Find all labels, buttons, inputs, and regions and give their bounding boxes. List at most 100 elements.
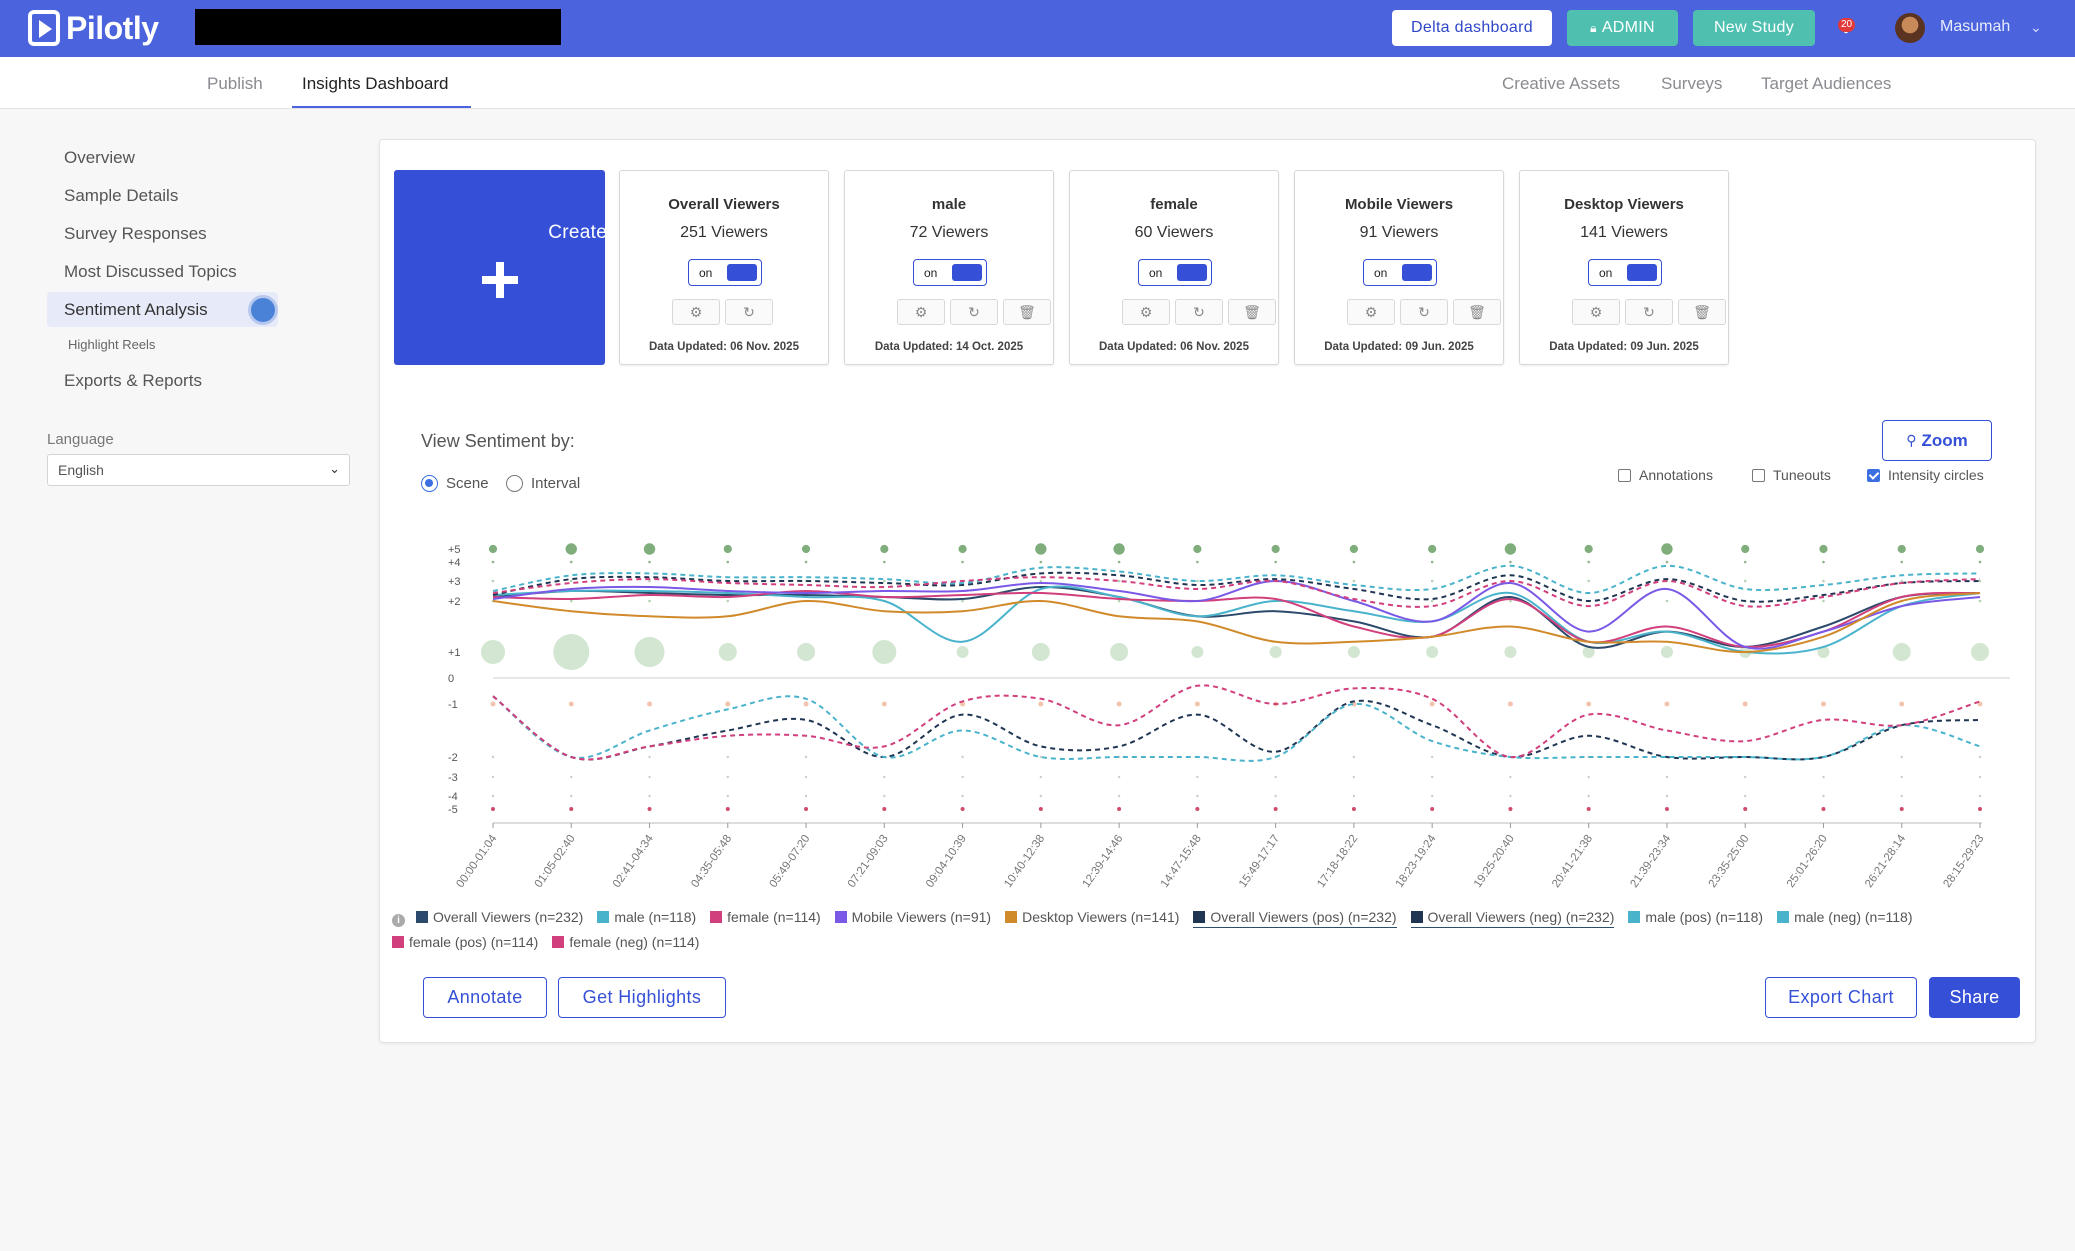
trace-gear-button[interactable]: ⚙ — [1572, 299, 1620, 325]
legend-item[interactable]: Desktop Viewers (n=141) — [1005, 905, 1179, 930]
radio-scene[interactable]: Scene — [421, 475, 489, 492]
grid-dot — [883, 579, 886, 583]
trace-gear-button[interactable]: ⚙ — [1122, 299, 1170, 325]
grid-dot — [1352, 794, 1356, 798]
grid-dot — [1274, 794, 1277, 798]
legend-label: Overall Viewers (pos) (n=232) — [1210, 909, 1397, 925]
trace-refresh-button[interactable]: ↻ — [1625, 299, 1673, 325]
radio-interval-indicator[interactable] — [506, 475, 523, 492]
chevron-down-icon[interactable]: ⌄ — [2030, 19, 2042, 35]
trace-toggle[interactable]: on — [1138, 259, 1212, 286]
create-trace-button[interactable]: Create Trace — [394, 170, 661, 365]
tab-insights-dashboard[interactable]: Insights Dashboard — [302, 74, 449, 93]
trace-trash-button[interactable]: 🗑︎ — [1678, 299, 1726, 325]
legend-swatch — [1777, 911, 1790, 923]
legend-item[interactable]: Overall Viewers (neg) (n=232) — [1410, 907, 1615, 928]
trace-refresh-button[interactable]: ↻ — [725, 299, 773, 325]
sidebar-item-highlight-reels[interactable]: Highlight Reels — [68, 337, 156, 352]
zoom-button[interactable]: ⚲ Zoom — [1882, 420, 1992, 461]
info-icon[interactable]: i — [392, 914, 405, 927]
trace-trash-button[interactable]: 🗑︎ — [1003, 299, 1051, 325]
sentiment-chart[interactable]: +5+4 +3 +2 +1 0 -1 -2 -3 -4-5 00:00-01:04 01:05-02… — [420, 530, 2020, 900]
trace-refresh-button[interactable]: ↻ — [1175, 299, 1223, 325]
trace-toggle[interactable]: on — [688, 259, 762, 286]
trace-toggle[interactable]: on — [913, 259, 987, 286]
trace-toggle-label: on — [924, 266, 938, 280]
neg-intensity-dot — [1507, 701, 1513, 707]
intensity-circles-label: Intensity circles — [1888, 467, 1984, 483]
get-highlights-button[interactable]: Get Highlights — [558, 977, 726, 1018]
lock-icon: 🔒︎ — [1590, 20, 1597, 35]
grid-dot — [648, 794, 651, 798]
trace-updated-date: Data Updated: 14 Oct. 2025 — [874, 341, 1024, 353]
trace-refresh-button[interactable]: ↻ — [1400, 299, 1448, 325]
legend-item[interactable]: female (n=114) — [710, 905, 821, 930]
sidebar-item-survey-responses[interactable]: Survey Responses — [64, 224, 207, 243]
annotations-checkbox-box[interactable] — [1618, 468, 1631, 482]
username[interactable]: Masumah — [1940, 18, 2011, 35]
sidebar-item-sentiment-analysis[interactable]: Sentiment Analysis — [64, 300, 208, 319]
refresh-icon: ↻ — [1643, 303, 1655, 320]
grid-dot — [1039, 560, 1043, 564]
legend-item[interactable]: female (pos) (n=114) — [392, 930, 538, 955]
trace-gear-button[interactable]: ⚙ — [897, 299, 945, 325]
legend-item[interactable]: Overall Viewers (n=232) — [416, 905, 583, 930]
sidebar-item-overview[interactable]: Overview — [64, 148, 135, 167]
radio-interval[interactable]: Interval — [506, 475, 580, 492]
link-target-audiences[interactable]: Target Audiences — [1761, 74, 1892, 93]
tab-publish[interactable]: Publish — [207, 74, 263, 93]
legend-item[interactable]: Mobile Viewers (n=91) — [834, 905, 991, 930]
trace-card: Overall Viewers 251 Viewers on ⚙ ↻ Data Updat… — [619, 170, 829, 365]
intensity-circles-checkbox[interactable]: Intensity circles — [1867, 467, 1984, 483]
trace-refresh-button[interactable]: ↻ — [950, 299, 998, 325]
series-line — [492, 585, 1981, 655]
trace-gear-button[interactable]: ⚙ — [1347, 299, 1395, 325]
legend-item[interactable]: male (neg) (n=118) — [1777, 905, 1912, 930]
grid-dot — [1430, 579, 1434, 583]
tuneouts-checkbox-box[interactable] — [1752, 468, 1765, 482]
avatar[interactable] — [1895, 13, 1925, 43]
legend-item[interactable]: Overall Viewers (pos) (n=232) — [1193, 907, 1397, 928]
trace-trash-button[interactable]: 🗑︎ — [1228, 299, 1276, 325]
trace-trash-button[interactable]: 🗑︎ — [1453, 299, 1501, 325]
tuneouts-checkbox[interactable]: Tuneouts — [1752, 467, 1831, 483]
legend-item[interactable]: male (pos) (n=118) — [1628, 905, 1763, 930]
logo-text: Pilotly — [66, 9, 159, 46]
annotations-checkbox[interactable]: Annotations — [1618, 467, 1713, 483]
intensity-circle-top — [1035, 543, 1047, 555]
grid-dot — [1117, 579, 1121, 583]
x-tick-label: 20:41-21:38 — [1550, 833, 1595, 890]
grid-dot — [1509, 599, 1512, 603]
grid-dot — [491, 560, 495, 564]
trace-gear-button[interactable]: ⚙ — [672, 299, 720, 325]
grid-dot — [1196, 794, 1199, 798]
trace-toggle[interactable]: on — [1588, 259, 1662, 286]
radio-scene-indicator[interactable] — [421, 475, 438, 492]
link-creative-assets[interactable]: Creative Assets — [1502, 74, 1621, 93]
x-tick-label: 15:49-17:17 — [1237, 833, 1282, 890]
legend-item[interactable]: female (neg) (n=114) — [552, 930, 699, 955]
admin-button[interactable]: 🔒︎ ADMIN — [1567, 10, 1678, 46]
neg-marker-dot — [1351, 807, 1356, 811]
grid-dot — [1743, 579, 1747, 583]
neg-marker-dot — [1899, 807, 1904, 811]
grid-dot — [1900, 579, 1904, 583]
intensity-circle — [797, 643, 816, 661]
trace-toggle[interactable]: on — [1363, 259, 1437, 286]
grid-dot — [1117, 599, 1121, 603]
language-select[interactable]: English ⌄ — [47, 454, 350, 486]
intensity-circle — [1269, 646, 1282, 658]
share-button[interactable]: Share — [1929, 977, 2020, 1018]
export-chart-button[interactable]: Export Chart — [1765, 977, 1917, 1018]
trash-icon: 🗑︎ — [1693, 303, 1711, 320]
sidebar-item-most-discussed-topics[interactable]: Most Discussed Topics — [64, 262, 237, 281]
pilotly-logo[interactable]: Pilotly — [28, 8, 159, 48]
intensity-circles-checkbox-box[interactable] — [1867, 468, 1880, 482]
annotate-button[interactable]: Annotate — [423, 977, 547, 1018]
sidebar-item-exports-reports[interactable]: Exports & Reports — [64, 371, 202, 390]
sidebar-item-sample-details[interactable]: Sample Details — [64, 186, 179, 205]
link-surveys[interactable]: Surveys — [1661, 74, 1723, 93]
new-study-button[interactable]: New Study — [1693, 10, 1815, 46]
delta-dashboard-button[interactable]: Delta dashboard — [1392, 10, 1552, 46]
legend-item[interactable]: male (n=118) — [597, 905, 696, 930]
